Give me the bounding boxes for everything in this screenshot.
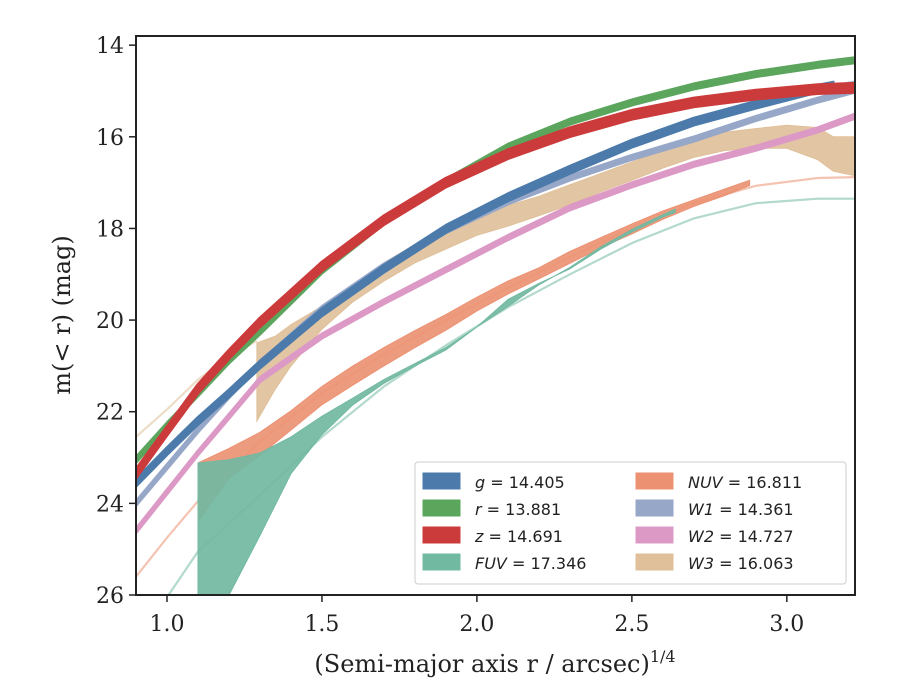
series-nuv-band	[197, 179, 751, 524]
legend-swatch	[422, 472, 461, 490]
y-tick-label: 16	[96, 126, 124, 151]
legend-entry-w2: W2 = 14.727	[635, 526, 794, 546]
series-w2-line	[136, 112, 855, 535]
series-fuv-band	[197, 208, 676, 595]
legend-label: g = 14.405	[475, 473, 565, 492]
legend-swatch	[635, 526, 674, 544]
legend-swatch	[635, 553, 674, 571]
legend-entry-g: g = 14.405	[422, 472, 565, 492]
legend-swatch	[635, 499, 674, 517]
plot-area	[136, 56, 855, 595]
legend-swatch	[635, 472, 674, 490]
x-axis-label: (Semi-major axis r / arcsec)1/4	[314, 647, 675, 678]
legend-entry-fuv: FUV = 17.346	[422, 553, 586, 573]
legend-label: FUV = 17.346	[475, 554, 586, 573]
x-tick-label: 1.5	[304, 612, 339, 637]
legend-swatch	[422, 499, 461, 517]
y-tick-label: 26	[96, 584, 124, 609]
x-tick-label: 2.5	[614, 612, 649, 637]
legend: g = 14.405 r = 13.881 z = 14.691 FUV = 17.3…	[414, 461, 847, 585]
legend-label: z = 14.691	[474, 527, 563, 546]
y-tick-label: 14	[96, 34, 124, 59]
axes: 1.0 1.5 2.0 2.5 3.0 14 16 18 20 22 24 26	[96, 34, 804, 637]
y-tick-label: 20	[96, 309, 124, 334]
legend-label: W2 = 14.727	[688, 527, 794, 546]
y-axis-label: m(< r) (mag)	[48, 235, 76, 394]
legend-frame	[414, 461, 847, 585]
legend-swatch	[422, 553, 461, 571]
y-tick-label: 24	[96, 492, 124, 517]
legend-label: NUV = 16.811	[688, 473, 802, 492]
x-tick-label: 2.0	[459, 612, 494, 637]
legend-label: r = 13.881	[475, 500, 561, 519]
legend-label: W1 = 14.361	[688, 500, 794, 519]
legend-entry-w3: W3 = 16.063	[635, 553, 794, 573]
legend-entry-w1: W1 = 14.361	[635, 499, 794, 519]
legend-entry-r: r = 13.881	[422, 499, 561, 519]
x-tick-label: 3.0	[769, 612, 804, 637]
y-tick-label: 22	[96, 401, 124, 426]
legend-label: W3 = 16.063	[688, 554, 794, 573]
y-tick-label: 18	[96, 217, 124, 242]
x-tick-label: 1.0	[149, 612, 184, 637]
plot-frame	[135, 35, 856, 596]
legend-swatch	[422, 526, 461, 544]
series-z-line	[136, 81, 855, 480]
legend-entry-z: z = 14.691	[422, 526, 563, 546]
legend-entry-nuv: NUV = 16.811	[635, 472, 802, 492]
